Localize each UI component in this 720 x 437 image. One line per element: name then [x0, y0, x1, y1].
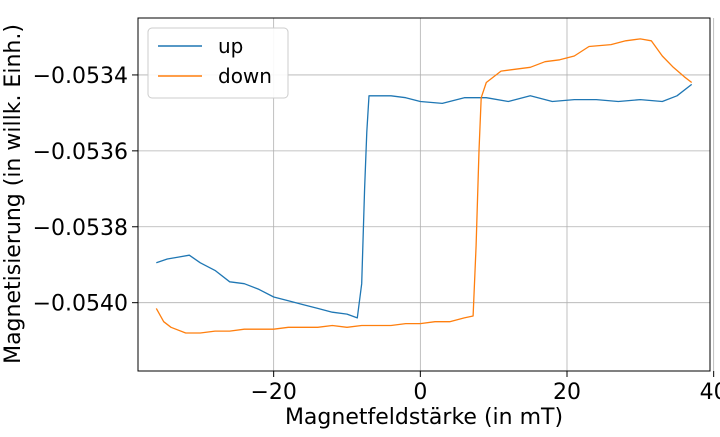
y-tick-label: −0.0538	[33, 216, 128, 241]
x-axis-label: Magnetfeldstärke (in mT)	[285, 405, 563, 430]
plot-frame	[137, 17, 711, 372]
y-tick-label: −0.0534	[33, 64, 128, 89]
y-axis-label: Magnetisierung (in willk. Einh.)	[1, 24, 26, 364]
x-tick-label: −20	[250, 380, 296, 405]
series-line-up	[156, 83, 693, 319]
legend: up down	[147, 27, 289, 99]
x-tick-label: 20	[553, 380, 581, 405]
y-axis-ticks: −0.0540 −0.0538 −0.0536 −0.0534	[33, 64, 138, 317]
y-tick-label: −0.0540	[33, 292, 128, 317]
plot-area	[155, 38, 693, 334]
x-tick-label: 40	[700, 380, 720, 405]
legend-label-up: up	[218, 34, 243, 58]
x-axis-ticks: −20 0 20 40	[250, 371, 720, 405]
legend-label-down: down	[218, 64, 272, 88]
x-tick-label: 0	[413, 380, 427, 405]
y-tick-label: −0.0536	[33, 140, 128, 165]
series-line-down	[155, 38, 693, 334]
grid	[138, 18, 715, 371]
